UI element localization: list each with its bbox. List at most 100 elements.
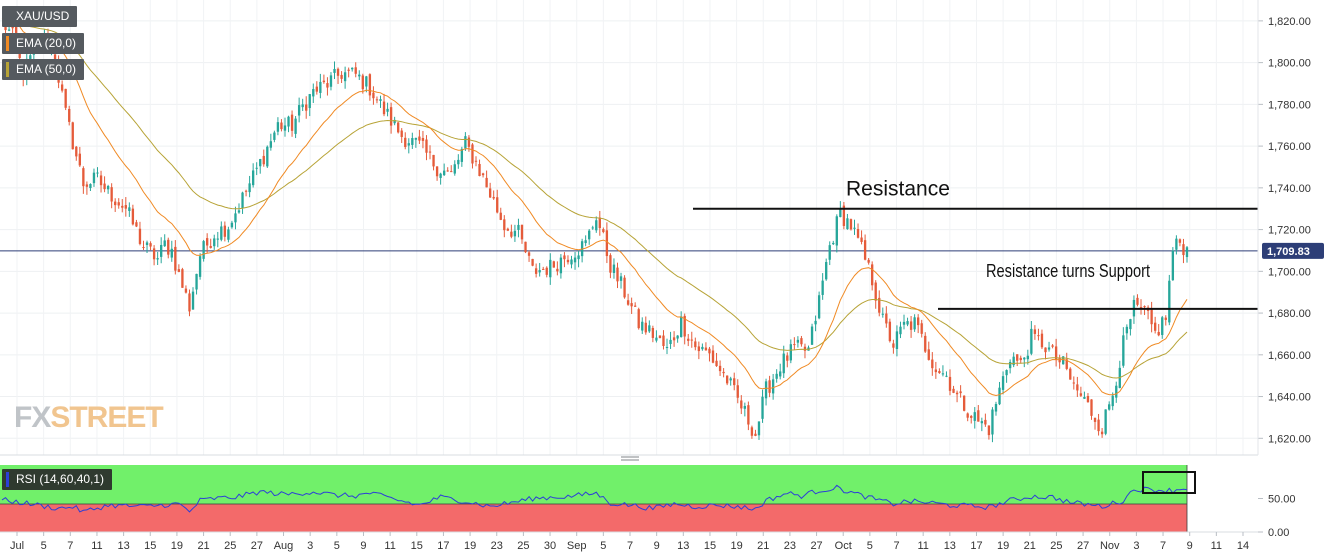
- candle-body[interactable]: [389, 107, 393, 126]
- candle-body[interactable]: [782, 353, 785, 374]
- candle-body[interactable]: [676, 335, 679, 339]
- candle-body[interactable]: [839, 208, 842, 218]
- candle-body[interactable]: [7, 29, 11, 31]
- candle-body[interactable]: [1175, 238, 1178, 250]
- candle-body[interactable]: [82, 168, 85, 187]
- candle-body[interactable]: [202, 241, 205, 259]
- candle-body[interactable]: [810, 326, 814, 345]
- candle-body[interactable]: [237, 210, 241, 213]
- candle-body[interactable]: [435, 166, 439, 177]
- candle-body[interactable]: [273, 132, 276, 140]
- candle-body[interactable]: [577, 255, 580, 260]
- candle-body[interactable]: [191, 291, 195, 310]
- candle-body[interactable]: [1023, 357, 1026, 360]
- candle-body[interactable]: [251, 170, 255, 186]
- candle-body[interactable]: [570, 259, 573, 265]
- candle-body[interactable]: [269, 141, 273, 148]
- candle-body[interactable]: [556, 268, 559, 272]
- candle-body[interactable]: [984, 419, 987, 425]
- candle-body[interactable]: [888, 321, 892, 342]
- candle-body[interactable]: [1185, 247, 1189, 258]
- candle-body[interactable]: [365, 76, 368, 87]
- candle-body[interactable]: [775, 373, 778, 379]
- candle-body[interactable]: [1129, 319, 1132, 330]
- candle-body[interactable]: [916, 317, 920, 326]
- candle-body[interactable]: [977, 410, 980, 422]
- candle-body[interactable]: [679, 316, 683, 337]
- candle-body[interactable]: [506, 228, 510, 231]
- pane-resize-handle[interactable]: [621, 456, 639, 461]
- candle-body[interactable]: [513, 230, 517, 237]
- candle-body[interactable]: [920, 323, 923, 334]
- candle-body[interactable]: [1097, 419, 1100, 432]
- candle-body[interactable]: [531, 258, 534, 266]
- candle-body[interactable]: [1090, 399, 1093, 416]
- candle-body[interactable]: [1164, 317, 1167, 320]
- candle-body[interactable]: [644, 322, 647, 333]
- candle-body[interactable]: [757, 421, 761, 436]
- candle-body[interactable]: [588, 230, 591, 240]
- candle-body[interactable]: [1136, 297, 1139, 305]
- candle-body[interactable]: [973, 412, 976, 421]
- candle-body[interactable]: [704, 347, 708, 351]
- candle-body[interactable]: [909, 321, 913, 330]
- candle-body[interactable]: [860, 237, 863, 242]
- candle-body[interactable]: [354, 67, 357, 74]
- candle-body[interactable]: [779, 371, 782, 377]
- candle-body[interactable]: [393, 119, 396, 124]
- candle-body[interactable]: [220, 226, 223, 240]
- candle-body[interactable]: [729, 378, 732, 381]
- candle-body[interactable]: [485, 177, 488, 188]
- candle-body[interactable]: [1051, 345, 1054, 347]
- candle-body[interactable]: [198, 256, 202, 277]
- candle-body[interactable]: [634, 305, 637, 307]
- candle-body[interactable]: [725, 375, 729, 384]
- candle-body[interactable]: [534, 268, 538, 274]
- candle-body[interactable]: [503, 219, 506, 231]
- candle-body[interactable]: [825, 262, 828, 280]
- candle-body[interactable]: [117, 202, 120, 206]
- candle-body[interactable]: [906, 321, 909, 325]
- candle-body[interactable]: [379, 99, 382, 101]
- candle-body[interactable]: [733, 378, 736, 386]
- candle-body[interactable]: [404, 137, 407, 147]
- candle-body[interactable]: [315, 86, 318, 92]
- candle-body[interactable]: [283, 125, 287, 131]
- candle-body[interactable]: [234, 213, 237, 223]
- candle-body[interactable]: [333, 68, 336, 73]
- candle-body[interactable]: [630, 303, 633, 307]
- candle-body[interactable]: [648, 325, 651, 332]
- candle-body[interactable]: [340, 74, 343, 79]
- candle-body[interactable]: [305, 104, 308, 111]
- candle-body[interactable]: [457, 159, 460, 165]
- candle-body[interactable]: [913, 317, 916, 330]
- candle-body[interactable]: [1086, 396, 1090, 403]
- candle-body[interactable]: [1065, 359, 1068, 369]
- candle-body[interactable]: [736, 385, 739, 398]
- candle-body[interactable]: [591, 227, 594, 229]
- candle-body[interactable]: [641, 321, 644, 331]
- candle-body[interactable]: [188, 293, 191, 312]
- candle-body[interactable]: [1040, 333, 1044, 348]
- candle-body[interactable]: [959, 391, 962, 394]
- candle-body[interactable]: [740, 400, 743, 409]
- candle-body[interactable]: [602, 229, 605, 233]
- candle-body[interactable]: [520, 224, 524, 240]
- candle-body[interactable]: [266, 146, 269, 167]
- candle-body[interactable]: [722, 371, 725, 374]
- candle-body[interactable]: [174, 246, 177, 271]
- candle-body[interactable]: [768, 380, 771, 393]
- candle-body[interactable]: [223, 225, 227, 237]
- candle-body[interactable]: [902, 321, 906, 325]
- candle-body[interactable]: [690, 339, 693, 341]
- candle-body[interactable]: [598, 217, 601, 229]
- candle-body[interactable]: [987, 425, 991, 436]
- candle-body[interactable]: [110, 187, 113, 202]
- candle-body[interactable]: [573, 257, 577, 263]
- candle-body[interactable]: [789, 344, 792, 361]
- candle-body[interactable]: [308, 94, 311, 109]
- candle-body[interactable]: [131, 208, 135, 225]
- candle-body[interactable]: [934, 369, 938, 373]
- candle-body[interactable]: [439, 173, 442, 178]
- candle-body[interactable]: [708, 348, 711, 354]
